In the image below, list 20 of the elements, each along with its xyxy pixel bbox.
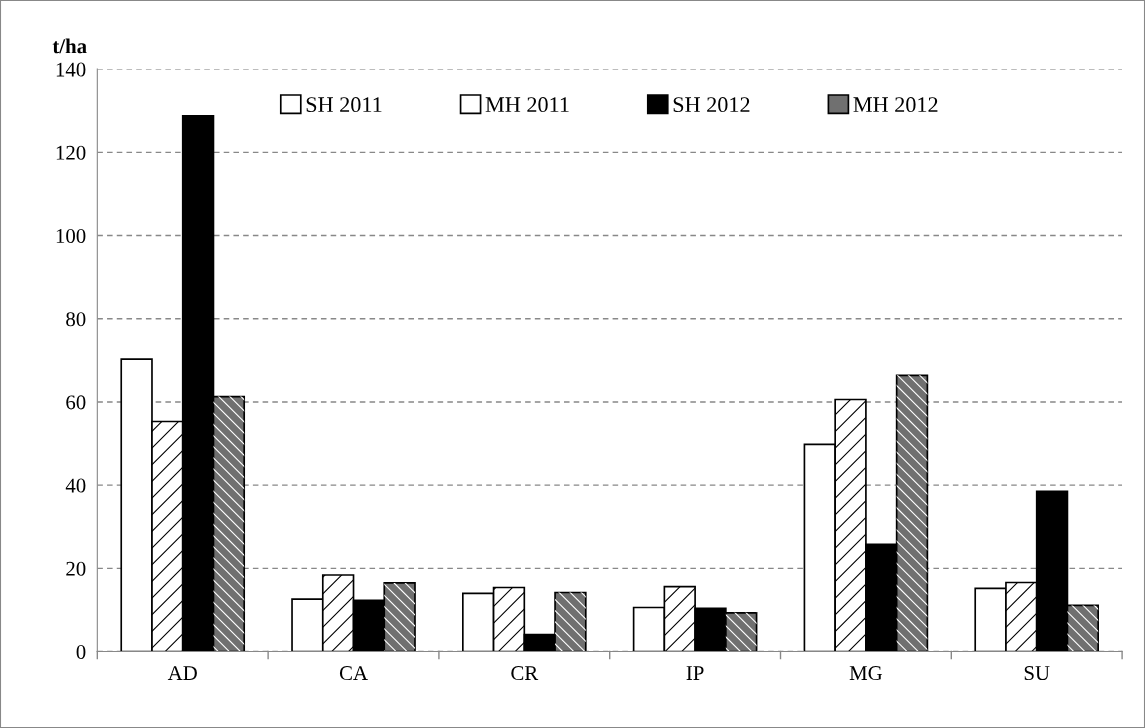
y-tick-label: 20 [66, 561, 86, 576]
legend-label: MH 2012 [853, 97, 938, 113]
y-tick-label: 140 [56, 62, 86, 77]
x-tick-label: MG [849, 666, 883, 681]
legend-label: SH 2011 [306, 97, 382, 113]
legend-label: SH 2012 [673, 97, 750, 113]
bar [632, 606, 666, 652]
y-tick-label: 120 [56, 145, 86, 160]
y-tick-label: 80 [66, 312, 86, 327]
x-tick-label: IP [686, 666, 704, 680]
y-tick-label: 40 [65, 478, 86, 493]
y-tick-label: 0 [76, 644, 86, 659]
x-tick-label: SU [1024, 666, 1050, 681]
y-tick-label: 60 [66, 395, 86, 410]
x-tick-label: CR [511, 666, 539, 681]
x-tick-label: AD [167, 666, 197, 680]
y-tick-label: 100 [56, 228, 86, 243]
x-tick-label: CA [339, 666, 368, 681]
legend-label: MH 2011 [485, 97, 569, 113]
y-axis-title: t/ha [52, 38, 87, 54]
